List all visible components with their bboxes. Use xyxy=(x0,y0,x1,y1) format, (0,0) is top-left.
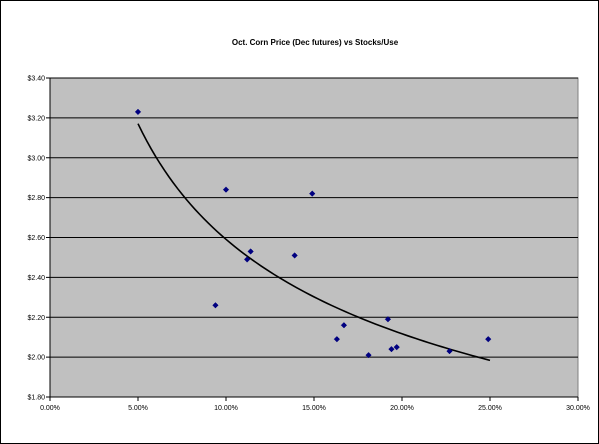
chart-title: Oct. Corn Price (Dec futures) vs Stocks/… xyxy=(232,38,399,47)
data-point-diamond xyxy=(333,336,341,343)
data-point-diamond xyxy=(384,316,392,323)
data-point-diamond xyxy=(134,108,142,116)
x-tick-label: 5.00% xyxy=(128,405,148,412)
y-tick-label: $1.80 xyxy=(27,395,45,402)
y-tick-label: $2.80 xyxy=(27,195,45,202)
data-point-diamond xyxy=(446,347,453,355)
data-point-diamond xyxy=(340,322,348,329)
data-points xyxy=(134,108,492,359)
x-tick-label: 30.00% xyxy=(566,405,590,412)
data-point-diamond xyxy=(291,252,298,259)
trendline xyxy=(137,123,491,362)
data-point-diamond xyxy=(309,190,316,197)
trendline-curve xyxy=(137,123,491,362)
x-tick-label: 0.00% xyxy=(40,405,60,412)
y-tick-label: $2.00 xyxy=(27,355,45,362)
data-point-diamond xyxy=(222,186,230,193)
y-tick-label: $3.40 xyxy=(27,76,45,83)
x-tick-label: 20.00% xyxy=(390,405,414,412)
data-point-diamond xyxy=(247,248,254,255)
y-tick-label: $2.40 xyxy=(27,275,45,282)
y-tick-label: $3.20 xyxy=(27,115,45,122)
data-point-diamond xyxy=(388,345,395,353)
y-tick-label: $3.00 xyxy=(27,155,45,162)
data-point-diamond xyxy=(365,351,372,359)
axes: $1.80 $2.00 $2.20 $2.40 $2.60 $2.80 $3.00 $3.20… xyxy=(27,76,589,413)
x-tick-label: 15.00% xyxy=(302,405,326,412)
data-point-diamond xyxy=(243,256,251,263)
y-tick-label: $2.60 xyxy=(27,235,45,242)
data-point-diamond xyxy=(485,336,492,343)
x-tick-label: 10.00% xyxy=(214,405,238,412)
x-tick-label: 25.00% xyxy=(478,405,502,412)
data-point-diamond xyxy=(393,344,400,351)
data-point-diamond xyxy=(212,302,219,309)
y-tick-label: $2.20 xyxy=(27,315,45,322)
gridlines xyxy=(50,77,578,358)
